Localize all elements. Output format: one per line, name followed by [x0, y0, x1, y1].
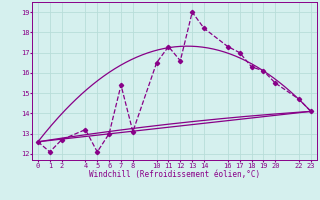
- X-axis label: Windchill (Refroidissement éolien,°C): Windchill (Refroidissement éolien,°C): [89, 170, 260, 179]
